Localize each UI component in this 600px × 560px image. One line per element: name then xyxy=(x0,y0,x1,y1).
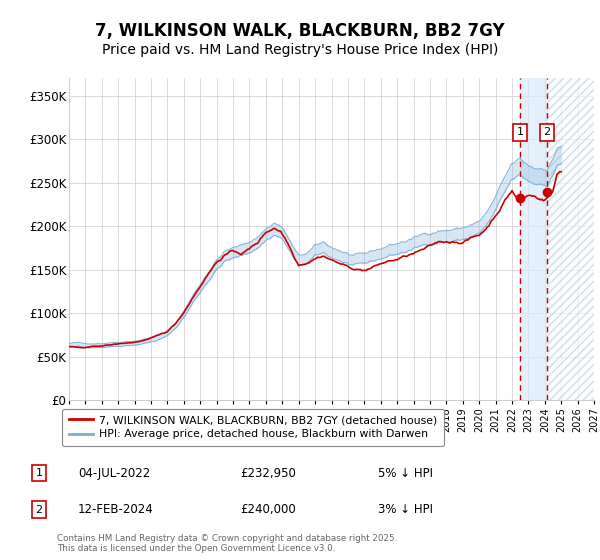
Text: 1: 1 xyxy=(35,468,43,478)
Text: 2: 2 xyxy=(543,127,550,137)
Text: 3% ↓ HPI: 3% ↓ HPI xyxy=(378,503,433,516)
Text: £232,950: £232,950 xyxy=(240,466,296,480)
Text: £240,000: £240,000 xyxy=(240,503,296,516)
Text: 1: 1 xyxy=(517,127,524,137)
Text: 7, WILKINSON WALK, BLACKBURN, BB2 7GY: 7, WILKINSON WALK, BLACKBURN, BB2 7GY xyxy=(95,22,505,40)
Text: 5% ↓ HPI: 5% ↓ HPI xyxy=(378,466,433,480)
Text: 2: 2 xyxy=(35,505,43,515)
Text: Contains HM Land Registry data © Crown copyright and database right 2025.
This d: Contains HM Land Registry data © Crown c… xyxy=(57,534,397,553)
Text: Price paid vs. HM Land Registry's House Price Index (HPI): Price paid vs. HM Land Registry's House … xyxy=(102,44,498,58)
Bar xyxy=(547,78,594,400)
Bar xyxy=(547,78,594,400)
Bar xyxy=(520,78,547,400)
Text: 12-FEB-2024: 12-FEB-2024 xyxy=(78,503,154,516)
Text: 04-JUL-2022: 04-JUL-2022 xyxy=(78,466,150,480)
Legend: 7, WILKINSON WALK, BLACKBURN, BB2 7GY (detached house), HPI: Average price, deta: 7, WILKINSON WALK, BLACKBURN, BB2 7GY (d… xyxy=(62,409,444,446)
